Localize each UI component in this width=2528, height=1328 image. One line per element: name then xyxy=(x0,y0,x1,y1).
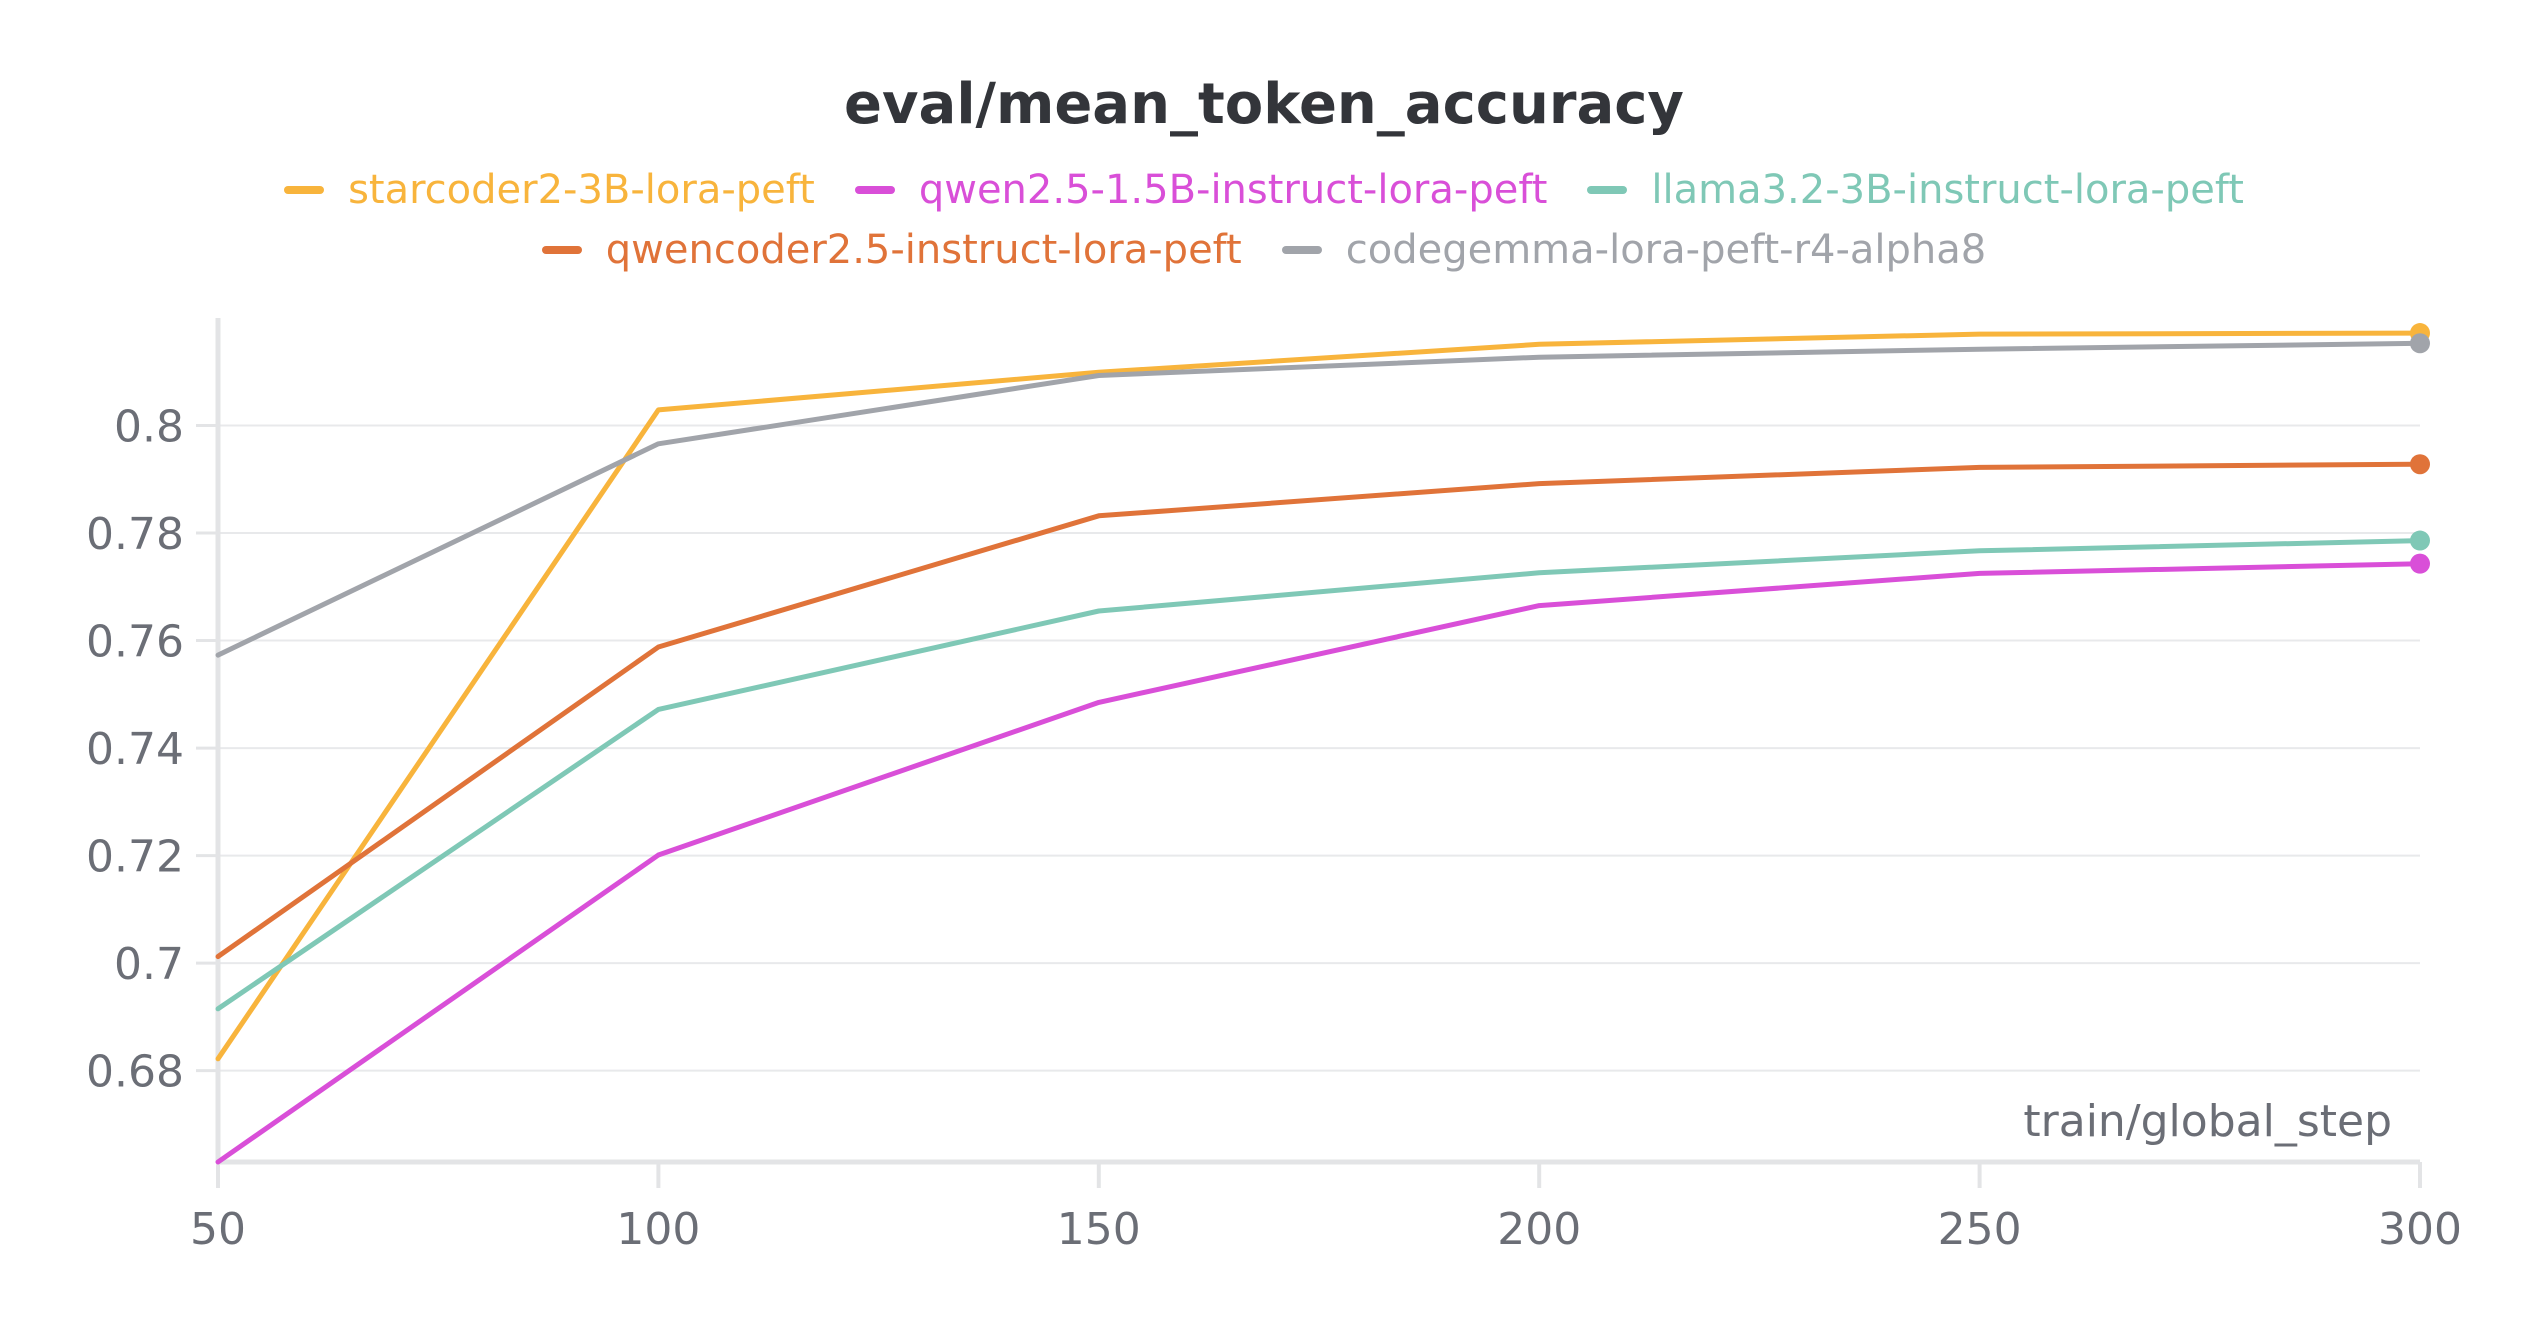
legend: starcoder2-3B-lora-peft qwen2.5-1.5B-ins… xyxy=(0,160,2528,280)
series-line xyxy=(215,461,2423,960)
legend-item-codegemma[interactable]: codegemma-lora-peft-r4-alpha8 xyxy=(1281,227,1987,273)
x-tick-label: 150 xyxy=(1057,1204,1141,1255)
chart-title: eval/mean_token_accuracy xyxy=(844,72,1684,137)
series-end-marker xyxy=(2410,333,2430,354)
y-tick-label: 0.76 xyxy=(86,617,184,668)
series-line xyxy=(215,330,2423,1062)
series-end-marker xyxy=(2410,553,2430,574)
legend-item-llama3-2[interactable]: llama3.2-3B-instruct-lora-peft xyxy=(1587,167,2244,213)
legend-label: qwen2.5-1.5B-instruct-lora-peft xyxy=(918,167,1548,213)
legend-label: starcoder2-3B-lora-peft xyxy=(348,167,815,213)
series-line xyxy=(215,538,2423,1012)
x-tick-label: 200 xyxy=(1497,1204,1581,1255)
series-end-marker xyxy=(2410,530,2430,551)
series-line xyxy=(215,340,2423,658)
legend-item-qwen2-5[interactable]: qwen2.5-1.5B-instruct-lora-peft xyxy=(854,167,1548,213)
y-tick-label: 0.8 xyxy=(114,402,184,453)
series-line xyxy=(215,561,2423,1165)
legend-label: codegemma-lora-peft-r4-alpha8 xyxy=(1345,227,1987,273)
legend-swatch xyxy=(284,186,325,194)
x-tick-label: 300 xyxy=(2378,1204,2462,1255)
legend-label: qwencoder2.5-instruct-lora-peft xyxy=(605,227,1242,273)
legend-item-qwencoder2-5[interactable]: qwencoder2.5-instruct-lora-peft xyxy=(541,227,1242,273)
x-tick-label: 50 xyxy=(190,1204,246,1255)
legend-swatch xyxy=(1281,246,1322,254)
series-end-marker xyxy=(2410,454,2430,475)
legend-swatch xyxy=(541,246,582,254)
legend-swatch xyxy=(854,186,895,194)
legend-label: llama3.2-3B-instruct-lora-peft xyxy=(1651,167,2244,213)
legend-swatch xyxy=(1587,186,1628,194)
y-tick-label: 0.7 xyxy=(114,939,184,990)
legend-row-2: qwencoder2.5-instruct-lora-peft codegemm… xyxy=(0,220,2528,280)
x-tick-label: 250 xyxy=(1938,1204,2022,1255)
y-tick-label: 0.74 xyxy=(86,724,184,775)
y-tick-label: 0.78 xyxy=(86,509,184,560)
y-tick-label: 0.72 xyxy=(86,832,184,883)
x-axis-title: train/global_step xyxy=(2023,1096,2392,1147)
y-tick-label: 0.68 xyxy=(86,1047,184,1098)
legend-item-starcoder2[interactable]: starcoder2-3B-lora-peft xyxy=(284,167,815,213)
legend-row-1: starcoder2-3B-lora-peft qwen2.5-1.5B-ins… xyxy=(0,160,2528,220)
x-tick-label: 100 xyxy=(616,1204,700,1255)
